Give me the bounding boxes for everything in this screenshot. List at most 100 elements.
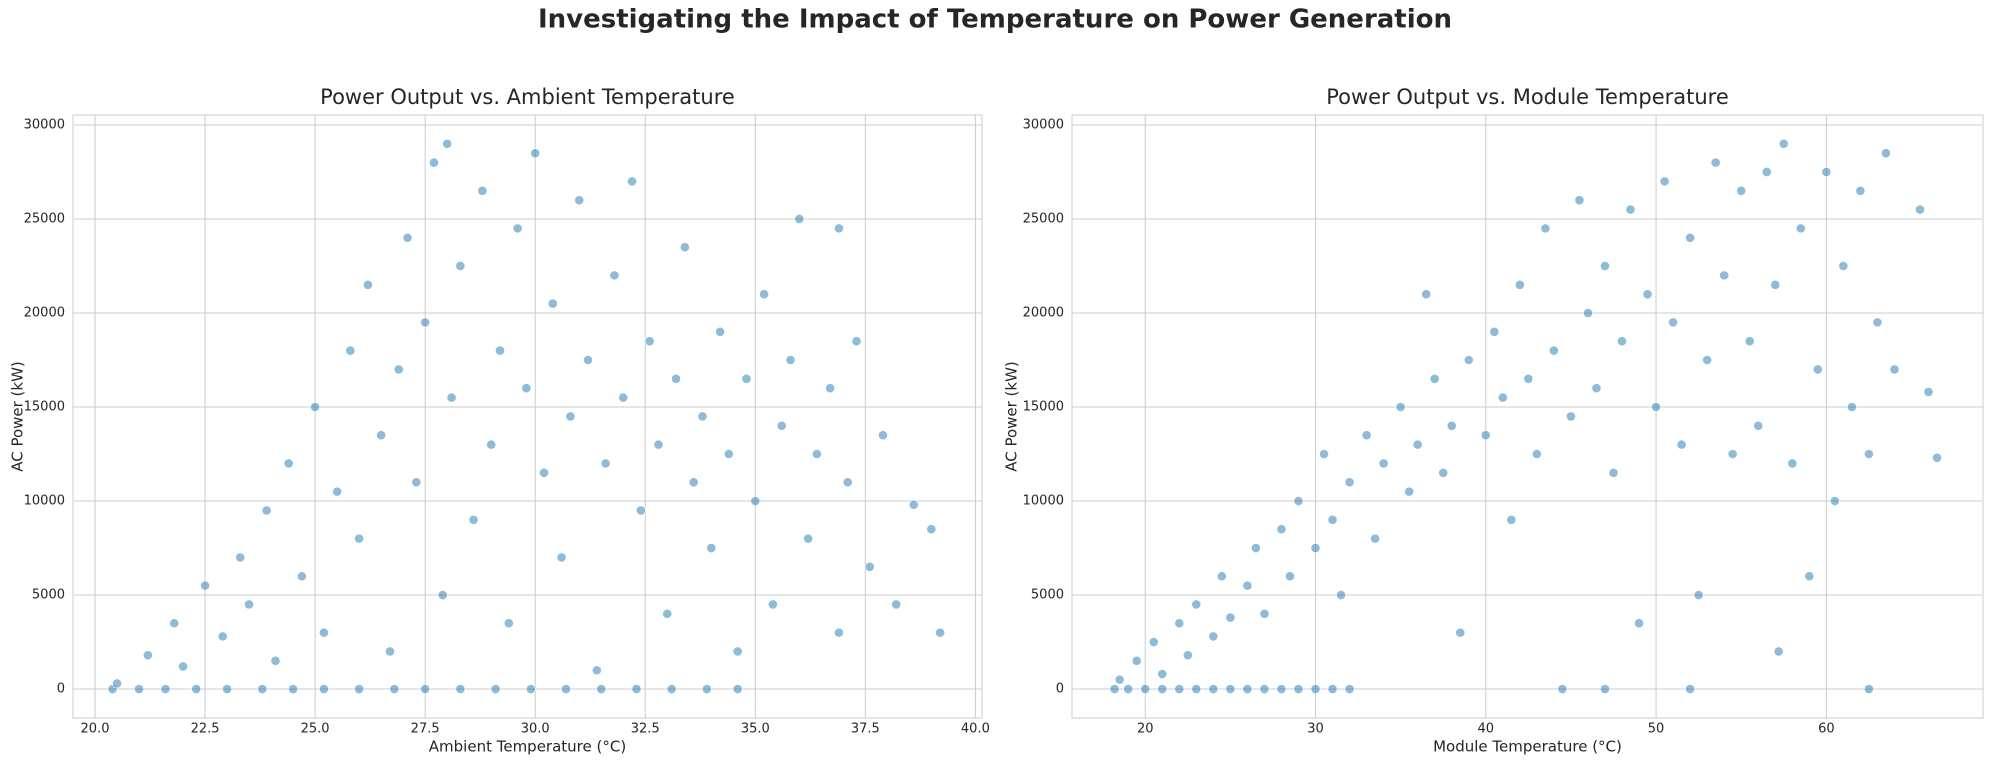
point	[1395, 402, 1406, 412]
point	[1174, 684, 1185, 694]
point	[1412, 439, 1423, 450]
point	[345, 345, 356, 356]
point	[1276, 524, 1287, 535]
point	[1182, 650, 1193, 661]
point	[385, 646, 395, 657]
point	[776, 420, 787, 431]
point	[525, 684, 536, 694]
point	[1506, 514, 1517, 525]
point	[1123, 684, 1134, 694]
point	[1378, 458, 1389, 469]
point	[1676, 439, 1687, 450]
point	[644, 336, 655, 347]
y-tick-label: 10000	[1023, 494, 1064, 509]
point	[1795, 223, 1806, 234]
point	[319, 684, 329, 694]
y-tick-label: 25000	[1023, 211, 1064, 226]
point	[1344, 684, 1355, 694]
point	[1293, 684, 1304, 694]
points	[107, 138, 946, 694]
point	[1932, 452, 1942, 463]
point	[222, 684, 232, 694]
point	[1566, 411, 1576, 422]
point	[191, 684, 202, 694]
point	[420, 317, 431, 328]
x-tick-label: 40.0	[961, 722, 990, 737]
point	[785, 355, 796, 365]
point	[635, 505, 646, 516]
x-tick-label: 30.0	[521, 722, 550, 737]
point	[486, 439, 497, 450]
point	[1855, 185, 1866, 196]
y-tick-label: 20000	[1023, 305, 1064, 320]
point	[723, 449, 734, 459]
point	[706, 543, 717, 553]
point	[1727, 449, 1738, 459]
point	[1838, 261, 1849, 271]
point	[411, 477, 422, 488]
point	[1497, 392, 1508, 403]
point	[1540, 223, 1551, 234]
x-tick-label: 25.0	[301, 722, 330, 737]
point	[1574, 195, 1585, 206]
point	[701, 684, 712, 694]
point	[794, 214, 805, 224]
point	[908, 499, 919, 510]
point	[768, 599, 778, 610]
point	[1361, 430, 1372, 441]
point	[750, 496, 761, 506]
point	[1251, 543, 1261, 553]
point	[1608, 467, 1619, 478]
point	[539, 467, 549, 478]
point	[1336, 590, 1346, 600]
point	[812, 449, 822, 459]
point	[1310, 684, 1321, 694]
point	[257, 684, 268, 694]
point	[1174, 618, 1185, 629]
subplot-title: Power Output vs. Ambient Temperature	[320, 85, 735, 109]
point	[715, 326, 725, 337]
point	[1693, 590, 1704, 600]
point	[354, 684, 365, 694]
point	[319, 627, 329, 638]
point	[556, 552, 567, 563]
point	[389, 684, 400, 694]
point	[1455, 627, 1466, 638]
point	[653, 439, 664, 450]
point	[1651, 402, 1661, 412]
point	[1642, 289, 1653, 300]
point	[1446, 420, 1457, 431]
point	[1804, 571, 1815, 582]
point	[926, 524, 937, 535]
point	[477, 185, 488, 196]
point	[1710, 157, 1721, 168]
point	[834, 627, 844, 638]
plot-area	[1071, 114, 1984, 719]
point	[1327, 684, 1338, 694]
point	[446, 392, 457, 403]
point	[1659, 176, 1670, 187]
x-tick-label: 50	[1648, 722, 1665, 737]
point	[1148, 637, 1159, 647]
point	[1600, 684, 1610, 694]
point	[1702, 355, 1713, 365]
subplot-title: Power Output vs. Module Temperature	[1326, 85, 1729, 109]
figure-title: Investigating the Impact of Temperature …	[538, 5, 1452, 35]
point	[1285, 571, 1295, 582]
point	[1208, 684, 1219, 694]
point	[142, 650, 153, 661]
point	[1872, 317, 1883, 328]
point	[825, 383, 836, 394]
point	[574, 195, 585, 206]
point	[437, 590, 448, 600]
point	[455, 684, 466, 694]
y-tick-label: 0	[57, 682, 65, 697]
point	[864, 561, 875, 572]
point	[1109, 684, 1120, 694]
point	[1404, 486, 1415, 497]
point	[1685, 232, 1696, 243]
point	[1591, 383, 1602, 394]
point	[1319, 449, 1329, 459]
point	[666, 684, 677, 694]
point	[495, 345, 505, 356]
